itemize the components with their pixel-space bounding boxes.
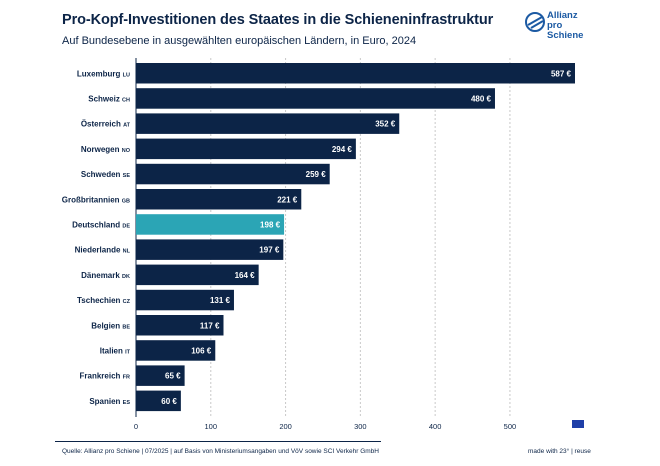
country-code: NO — [122, 148, 131, 154]
country-code: DE — [122, 223, 130, 229]
country-name: Großbritannien — [62, 195, 122, 204]
x-tick-label: 500 — [504, 422, 517, 431]
country-name: Österreich — [81, 120, 123, 129]
country-name: Tschechien — [77, 296, 123, 305]
category-label: Belgien BE — [91, 321, 130, 330]
made-with-link[interactable]: made with 23° | reuse — [528, 448, 591, 455]
category-label: Dänemark DK — [81, 271, 130, 280]
bar-no — [136, 138, 356, 160]
data-label: 65 € — [165, 372, 181, 381]
x-tick-label: 200 — [279, 422, 292, 431]
country-name: Spanien — [89, 397, 122, 406]
bar-gb — [136, 189, 302, 210]
bar-es — [136, 390, 181, 412]
category-label: Tschechien CZ — [77, 296, 131, 305]
country-name: Schweden — [81, 170, 123, 179]
data-label: 198 € — [260, 220, 281, 229]
country-name: Frankreich — [80, 372, 123, 381]
data-label: 131 € — [210, 296, 231, 305]
country-name: Norwegen — [81, 145, 122, 154]
allianz-logo: Allianz pro Schiene — [525, 11, 595, 41]
data-label: 294 € — [332, 145, 353, 154]
country-name: Deutschland — [72, 220, 122, 229]
bar-de — [136, 214, 285, 235]
country-name: Schweiz — [88, 94, 122, 103]
category-label: Schweiz CH — [88, 94, 130, 103]
grid-lines — [135, 58, 511, 417]
country-code: ES — [123, 400, 131, 406]
bar-ch — [136, 88, 495, 109]
country-code: LU — [123, 72, 130, 78]
data-label: 221 € — [277, 195, 298, 204]
bar-nl — [136, 239, 284, 260]
category-labels: Luxemburg LU Schweiz CH Österreich AT Norwe… — [62, 69, 131, 406]
logo-line2: pro Schiene — [547, 20, 584, 41]
country-code: DK — [122, 274, 130, 280]
data-label: 164 € — [235, 271, 256, 280]
data-label: 587 € — [551, 69, 572, 78]
country-name: Dänemark — [81, 271, 122, 280]
bars: 587 € 480 € 352 € 294 € 259 € 221 € 198 € 197 €… — [136, 63, 575, 412]
x-tick-label: 0 — [134, 422, 138, 431]
x-tick-label: 400 — [429, 422, 442, 431]
country-code: BE — [122, 324, 130, 330]
category-label: Niederlande NL — [75, 246, 131, 255]
data-label: 480 € — [471, 94, 492, 103]
data-label: 259 € — [306, 170, 327, 179]
flag-rect — [572, 420, 584, 428]
footer-divider — [55, 441, 381, 442]
country-code: SE — [123, 173, 131, 179]
bar-be — [136, 315, 224, 336]
data-label: 117 € — [200, 321, 220, 330]
source-note: Quelle: Allianz pro Schiene | 07/2025 | … — [62, 448, 379, 455]
category-label: Österreich AT — [81, 120, 131, 129]
category-label: Italien IT — [100, 346, 131, 355]
category-label: Schweden SE — [81, 170, 130, 179]
eu-flag-icon — [572, 420, 584, 428]
bar-at — [136, 113, 400, 134]
category-label: Spanien ES — [89, 397, 130, 406]
country-name: Luxemburg — [77, 69, 123, 78]
country-code: FR — [123, 375, 130, 381]
category-label: Frankreich FR — [80, 372, 131, 381]
bar-lu — [136, 63, 575, 84]
bar-fr — [136, 365, 185, 386]
country-code: CZ — [123, 299, 131, 305]
category-label: Luxemburg LU — [77, 69, 130, 78]
bar-dk — [136, 264, 259, 286]
country-code: NL — [123, 249, 131, 255]
country-name: Italien — [100, 346, 125, 355]
logo-icon — [525, 12, 545, 32]
country-code: GB — [122, 198, 130, 204]
country-code: CH — [122, 97, 130, 103]
x-axis: 0 100 200 300 400 500 — [134, 422, 516, 431]
data-label: 352 € — [375, 120, 396, 129]
country-code: AT — [123, 123, 131, 129]
chart-subtitle: Auf Bundesebene in ausgewählten europäis… — [62, 35, 417, 47]
x-tick-label: 300 — [354, 422, 367, 431]
data-label: 106 € — [191, 346, 212, 355]
category-label: Deutschland DE — [72, 220, 130, 229]
country-name: Belgien — [91, 321, 122, 330]
bar-it — [136, 340, 216, 361]
category-label: Großbritannien GB — [62, 195, 130, 204]
logo-line1: Allianz — [547, 10, 578, 21]
data-label: 60 € — [161, 397, 177, 406]
x-tick-label: 100 — [205, 422, 218, 431]
data-label: 197 € — [259, 246, 280, 255]
country-name: Niederlande — [75, 246, 123, 255]
category-label: Norwegen NO — [81, 145, 131, 154]
country-code: IT — [125, 349, 131, 355]
bar-cz — [136, 289, 234, 311]
logo-text: Allianz pro Schiene — [547, 11, 595, 41]
chart-title: Pro-Kopf-Investitionen des Staates in di… — [62, 12, 494, 28]
bar-se — [136, 163, 330, 185]
